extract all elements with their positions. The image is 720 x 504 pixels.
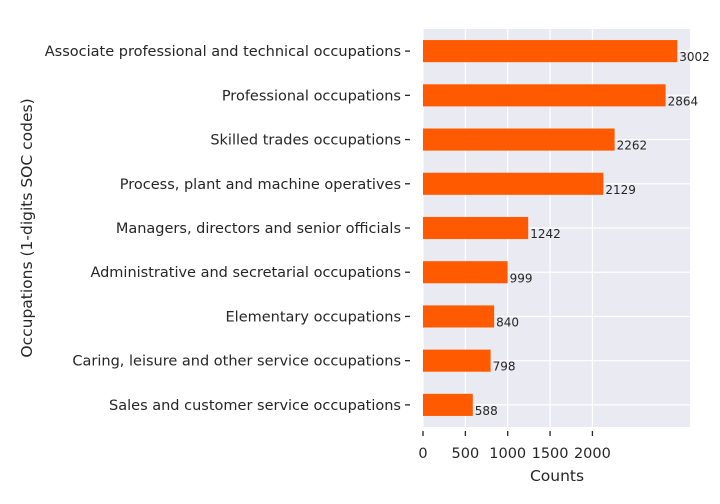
x-tick-label-3: 1500 (532, 446, 569, 462)
x-axis: 0 500 1000 1500 2000 (418, 431, 611, 462)
y-tick-label-8: Sales and customer service occupations (109, 398, 401, 414)
value-label-2: 2262 (617, 139, 648, 153)
bar-7 (423, 349, 491, 372)
bar-5 (423, 261, 508, 284)
bar-2 (423, 128, 615, 151)
y-tick-label-2: Skilled trades occupations (210, 133, 401, 149)
value-labels: 3002 2864 2262 2129 1242 999 840 798 588 (475, 50, 710, 418)
value-label-1: 2864 (668, 94, 699, 108)
bars (423, 40, 678, 416)
x-tick-label-4: 2000 (574, 446, 611, 462)
y-tick-label-4: Managers, directors and senior officials (116, 221, 401, 237)
bar-0 (423, 40, 678, 63)
x-tick-label-1: 500 (452, 446, 480, 462)
value-label-6: 840 (496, 316, 519, 330)
value-label-3: 2129 (605, 183, 636, 197)
bar-1 (423, 84, 666, 107)
value-label-8: 588 (475, 404, 498, 418)
y-tick-label-1: Professional occupations (222, 88, 401, 104)
y-tick-label-6: Elementary occupations (226, 309, 402, 325)
value-label-4: 1242 (530, 227, 561, 241)
y-axis-title: Occupations (1-digits SOC codes) (18, 98, 36, 357)
value-label-0: 3002 (679, 50, 710, 64)
y-tick-label-5: Administrative and secretarial occupatio… (90, 265, 401, 281)
bar-8 (423, 393, 473, 416)
y-tick-label-7: Caring, leisure and other service occupa… (72, 354, 401, 370)
x-tick-label-2: 1000 (489, 446, 526, 462)
bar-3 (423, 172, 604, 195)
value-label-7: 798 (493, 360, 516, 374)
bar-6 (423, 305, 495, 328)
bar-4 (423, 216, 529, 240)
x-tick-label-0: 0 (418, 446, 427, 462)
y-axis: Associate professional and technical occ… (45, 44, 410, 414)
y-tick-label-3: Process, plant and machine operatives (120, 177, 401, 193)
y-tick-label-0: Associate professional and technical occ… (45, 44, 401, 60)
value-label-5: 999 (510, 271, 533, 285)
x-axis-title: Counts (530, 467, 584, 485)
